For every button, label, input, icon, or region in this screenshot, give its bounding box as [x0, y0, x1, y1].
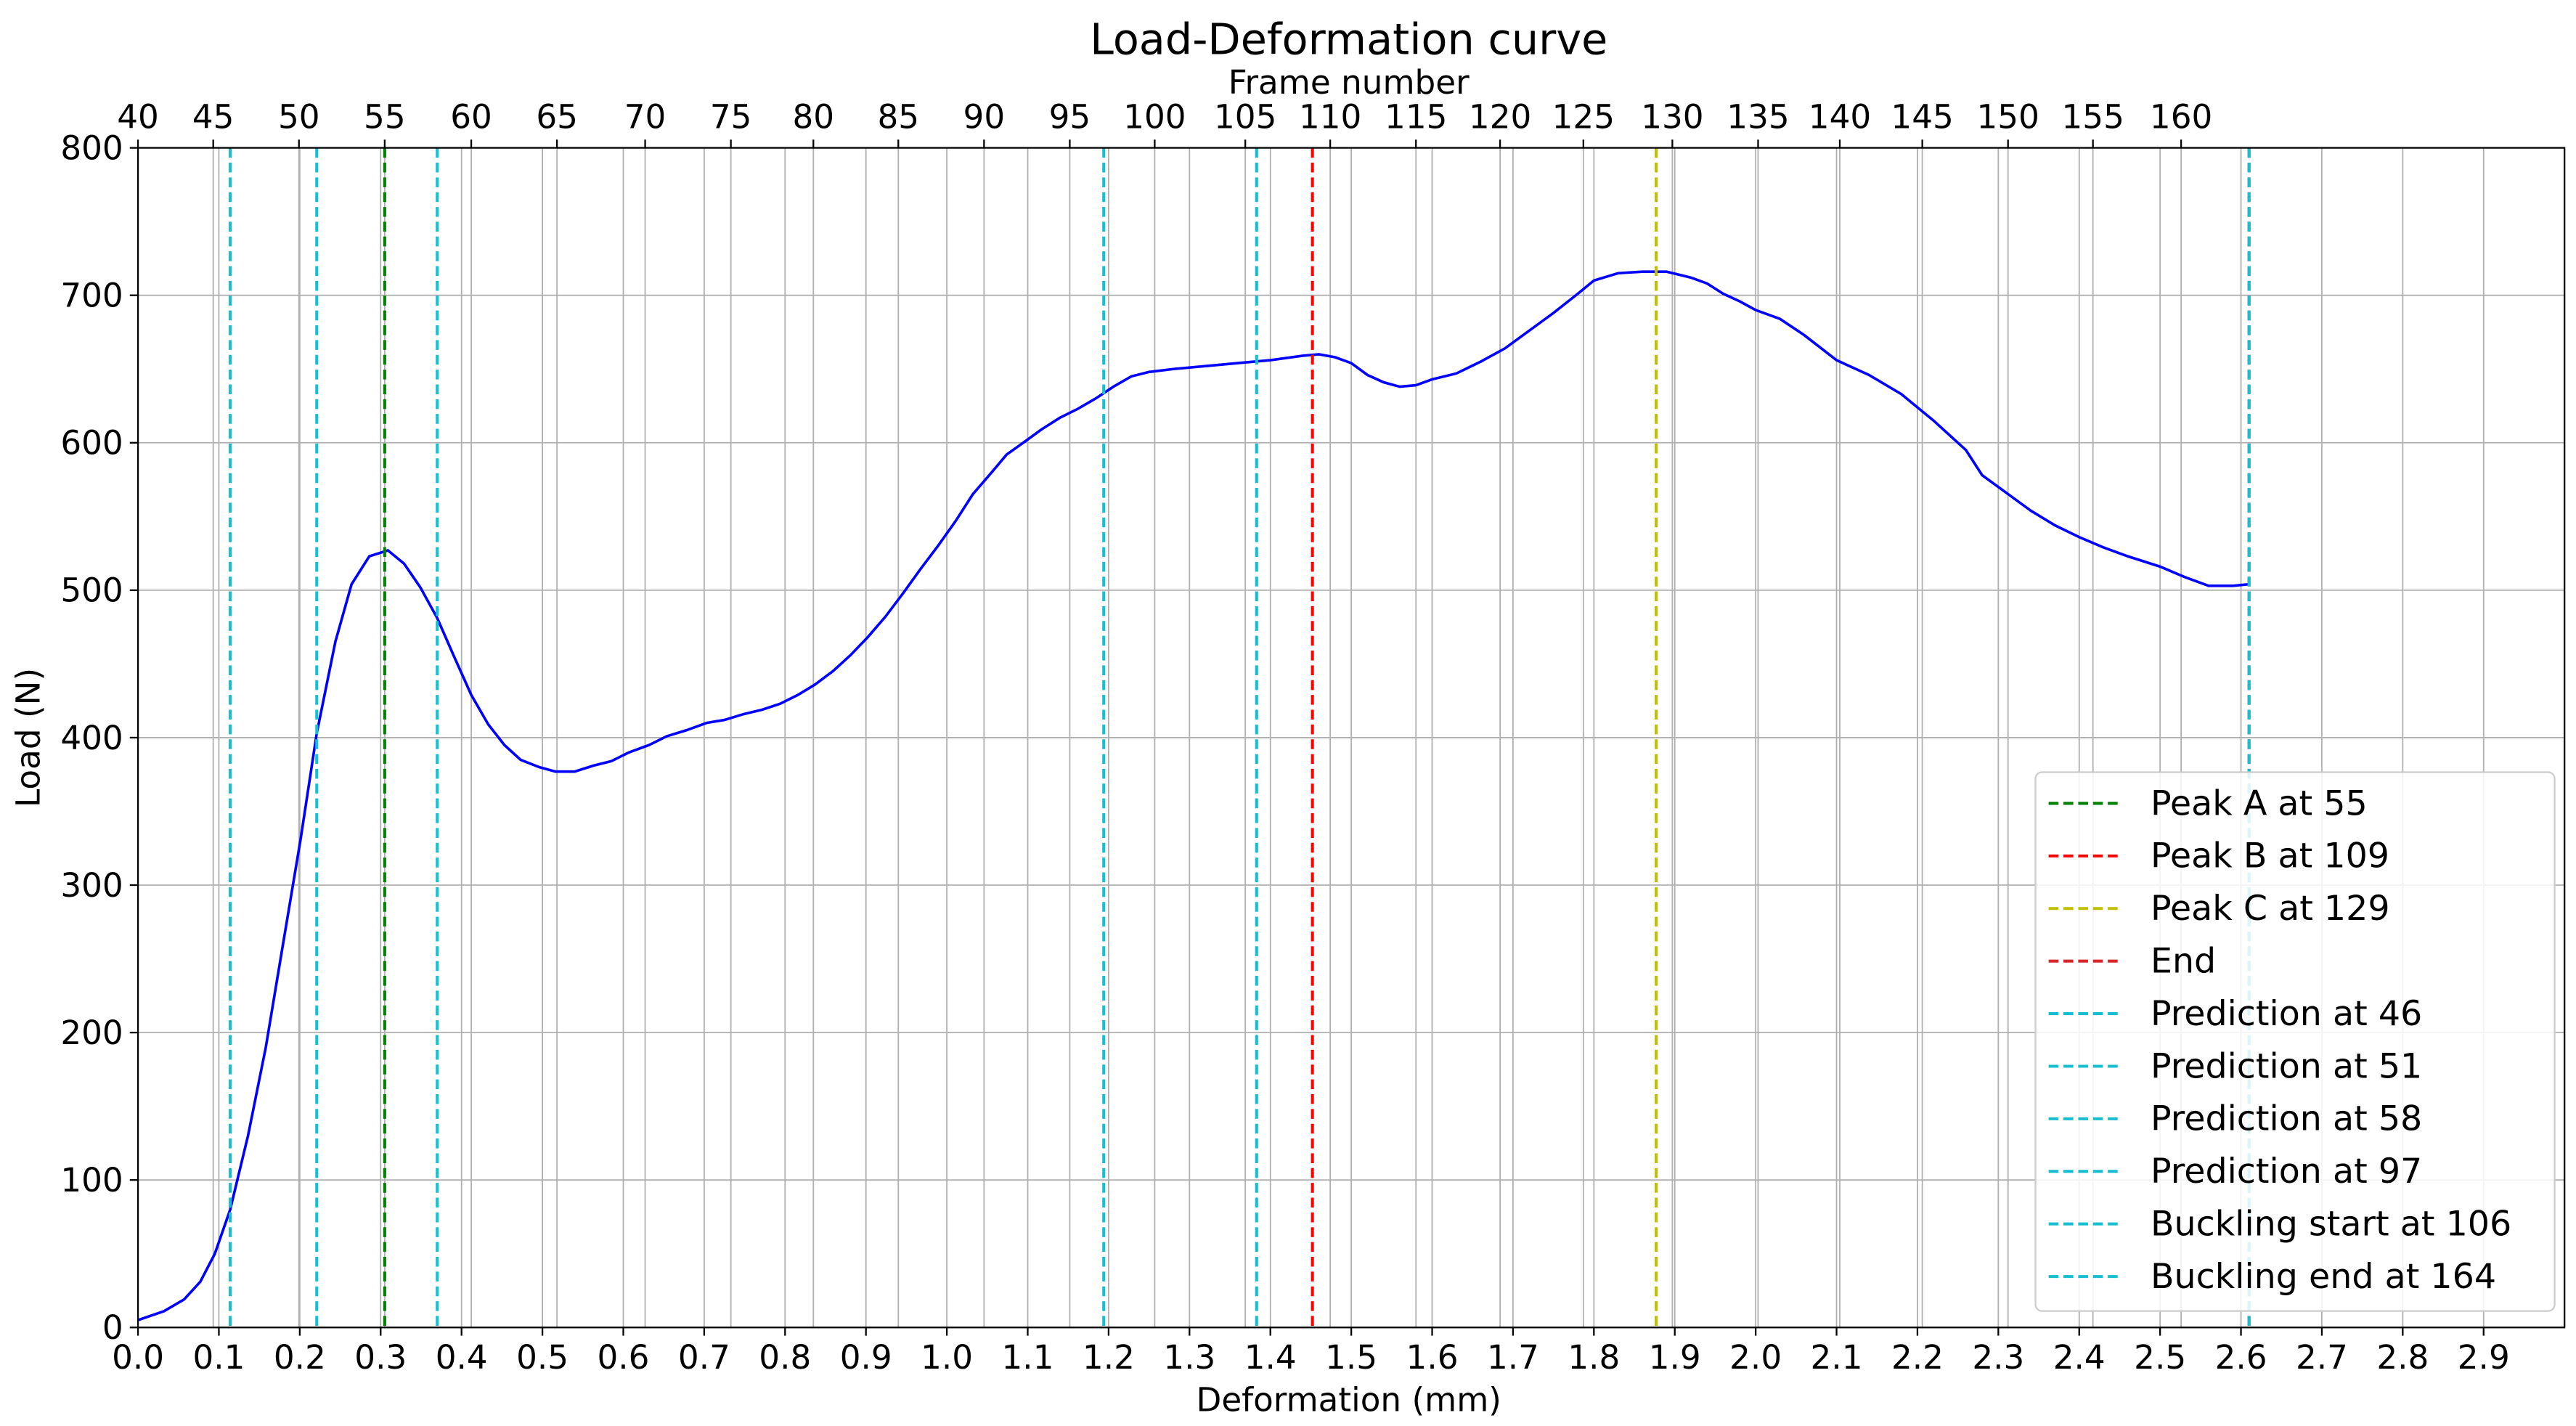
x2-tick-label: 75 [710, 97, 752, 136]
x2-tick-label: 60 [450, 97, 492, 136]
x2-tick-label: 90 [963, 97, 1006, 136]
y-axis-label: Load (N) [9, 668, 47, 807]
x-tick-label: 2.2 [1891, 1338, 1944, 1377]
x-tick-label: 0.3 [354, 1338, 407, 1377]
x-tick-label: 1.5 [1325, 1338, 1377, 1377]
x2-axis-label: Frame number [1228, 63, 1470, 102]
x-tick-label: 0.9 [840, 1338, 892, 1377]
x2-tick-label: 120 [1469, 97, 1531, 136]
y-tick-label: 0 [102, 1308, 123, 1347]
x2-tick-label: 70 [624, 97, 667, 136]
legend-label: Buckling start at 106 [2151, 1205, 2511, 1244]
x-tick-label: 0.2 [274, 1338, 326, 1377]
x-tick-label: 1.7 [1487, 1338, 1539, 1377]
x-tick-label: 2.1 [1811, 1338, 1863, 1377]
chart-title: Load-Deformation curve [1090, 15, 1607, 65]
x-axis-label: Deformation (mm) [1196, 1381, 1501, 1419]
y-tick-label: 600 [60, 424, 123, 463]
x2-tick-label: 140 [1809, 97, 1871, 136]
x-tick-label: 1.9 [1649, 1338, 1701, 1377]
x2-tick-label: 135 [1727, 97, 1789, 136]
x2-tick-label: 150 [1977, 97, 2039, 136]
x2-tick-label: 80 [792, 97, 834, 136]
x-tick-label: 1.1 [1002, 1338, 1054, 1377]
x2-tick-label: 125 [1552, 97, 1615, 136]
x-tick-label: 2.5 [2134, 1338, 2186, 1377]
x-tick-label: 1.2 [1083, 1338, 1135, 1377]
legend-label: Prediction at 97 [2151, 1152, 2422, 1191]
legend-label: Peak A at 55 [2151, 783, 2368, 823]
y-tick-label: 300 [60, 866, 123, 905]
y-tick-label: 400 [60, 719, 123, 757]
legend-label: End [2151, 942, 2216, 982]
x2-tick-label: 110 [1299, 97, 1361, 136]
x-tick-label: 2.6 [2215, 1338, 2267, 1377]
x2-tick-label: 95 [1049, 97, 1091, 136]
x-tick-label: 1.8 [1568, 1338, 1620, 1377]
x2-tick-label: 160 [2150, 97, 2212, 136]
x2-tick-label: 50 [278, 97, 320, 136]
x-tick-label: 2.3 [1972, 1338, 2024, 1377]
x-tick-label: 0.8 [759, 1338, 811, 1377]
y-tick-label: 100 [60, 1161, 123, 1199]
x2-tick-label: 40 [117, 97, 159, 136]
legend: Peak A at 55 Peak B at 109 Peak C at 129 En… [2034, 771, 2556, 1312]
x-tick-label: 1.0 [921, 1338, 973, 1377]
y-tick-label: 200 [60, 1014, 123, 1052]
x-tick-label: 1.4 [1244, 1338, 1297, 1377]
data-line [137, 270, 2249, 1321]
legend-box [2034, 771, 2556, 1312]
x-tick-label: 0.7 [678, 1338, 730, 1377]
legend-label: Prediction at 46 [2151, 994, 2422, 1034]
x2-tick-label: 100 [1123, 97, 1186, 136]
x-tick-label: 2.8 [2376, 1338, 2429, 1377]
x-tick-label: 2.9 [2458, 1338, 2510, 1377]
y-tick-label: 700 [60, 277, 123, 315]
x2-tick-label: 130 [1641, 97, 1703, 136]
x-tick-label: 2.7 [2296, 1338, 2348, 1377]
x2-tick-label: 45 [192, 97, 235, 136]
x-tick-label: 1.3 [1163, 1338, 1215, 1377]
x2-tick-label: 65 [536, 97, 578, 136]
legend-label: Peak C at 129 [2151, 889, 2390, 929]
x-tick-label: 0.6 [598, 1338, 650, 1377]
y-tick-label: 500 [60, 571, 123, 610]
x2-tick-label: 155 [2061, 97, 2124, 136]
x-tick-label: 2.4 [2053, 1338, 2106, 1377]
legend-label: Prediction at 51 [2151, 1046, 2422, 1086]
x-tick-label: 0.4 [436, 1338, 488, 1377]
x2-tick-label: 115 [1385, 97, 1447, 136]
legend-label: Buckling end at 164 [2151, 1257, 2496, 1297]
x2-tick-label: 85 [877, 97, 919, 136]
x2-tick-label: 105 [1214, 97, 1276, 136]
x-tick-label: 0.1 [192, 1338, 245, 1377]
x2-tick-label: 145 [1891, 97, 1953, 136]
legend-label: Peak B at 109 [2151, 836, 2389, 876]
x-tick-label: 0.0 [112, 1338, 164, 1377]
x2-tick-label: 55 [364, 97, 406, 136]
x-tick-label: 2.0 [1729, 1338, 1782, 1377]
legend-label: Prediction at 58 [2151, 1099, 2422, 1139]
plot-frame [136, 147, 2566, 1329]
x-tick-label: 0.5 [516, 1338, 568, 1377]
x-tick-label: 1.6 [1406, 1338, 1459, 1377]
y-tick-label: 800 [60, 129, 123, 167]
